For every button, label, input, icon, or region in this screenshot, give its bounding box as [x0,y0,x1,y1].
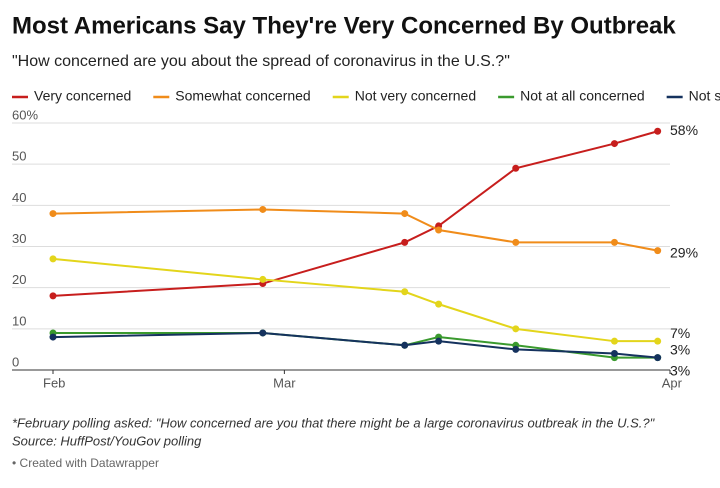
data-point [401,288,409,296]
data-point [259,205,267,213]
data-point [49,210,57,218]
data-point [610,337,618,345]
chart-subtitle: "How concerned are you about the spread … [12,53,510,70]
data-point [654,127,662,135]
legend-label: Very concerned [34,88,131,104]
series-line [52,331,658,359]
y-tick-label: 30 [12,231,26,246]
y-tick-label: 0 [12,354,19,369]
end-label: 58% [670,122,698,138]
legend-label: Somewhat concerned [175,88,310,104]
data-point [401,341,409,349]
credit: • Created with Datawrapper [12,456,159,470]
chart-title: Most Americans Say They're Very Concerne… [12,12,676,39]
data-point [654,337,662,345]
end-label: 7% [670,325,690,341]
end-label: 29% [670,244,698,260]
y-tick-label: 60% [12,107,38,122]
y-tick-label: 20 [12,272,26,287]
data-point [435,226,443,234]
x-tick-label: Mar [273,375,296,390]
series-line [52,130,658,297]
data-point [512,238,520,246]
legend-label: Not very concerned [355,88,476,104]
data-point [654,354,662,362]
x-tick-label: Apr [662,375,683,390]
end-label: 3% [670,362,690,378]
data-point [259,275,267,283]
data-point [401,210,409,218]
data-point [610,238,618,246]
series-line [52,208,658,252]
data-point [610,140,618,148]
y-tick-label: 10 [12,313,26,328]
data-point [401,238,409,246]
source: Source: HuffPost/YouGov polling [12,433,202,448]
y-tick-label: 50 [12,149,26,164]
legend-label: Not at all concerned [520,88,645,104]
data-point [435,337,443,345]
note: *February polling asked: "How concerned … [12,415,656,430]
data-point [654,247,662,255]
data-point [610,350,618,358]
data-point [512,164,520,172]
data-point [49,255,57,263]
data-point [49,333,57,341]
data-point [512,325,520,333]
data-point [512,345,520,353]
data-point [259,329,267,337]
data-point [49,292,57,300]
data-point [435,300,443,308]
end-label: 3% [670,341,690,357]
legend-label: Not sure [689,88,720,104]
series-line [53,331,658,359]
y-tick-label: 40 [12,190,26,205]
x-tick-label: Feb [43,375,65,390]
